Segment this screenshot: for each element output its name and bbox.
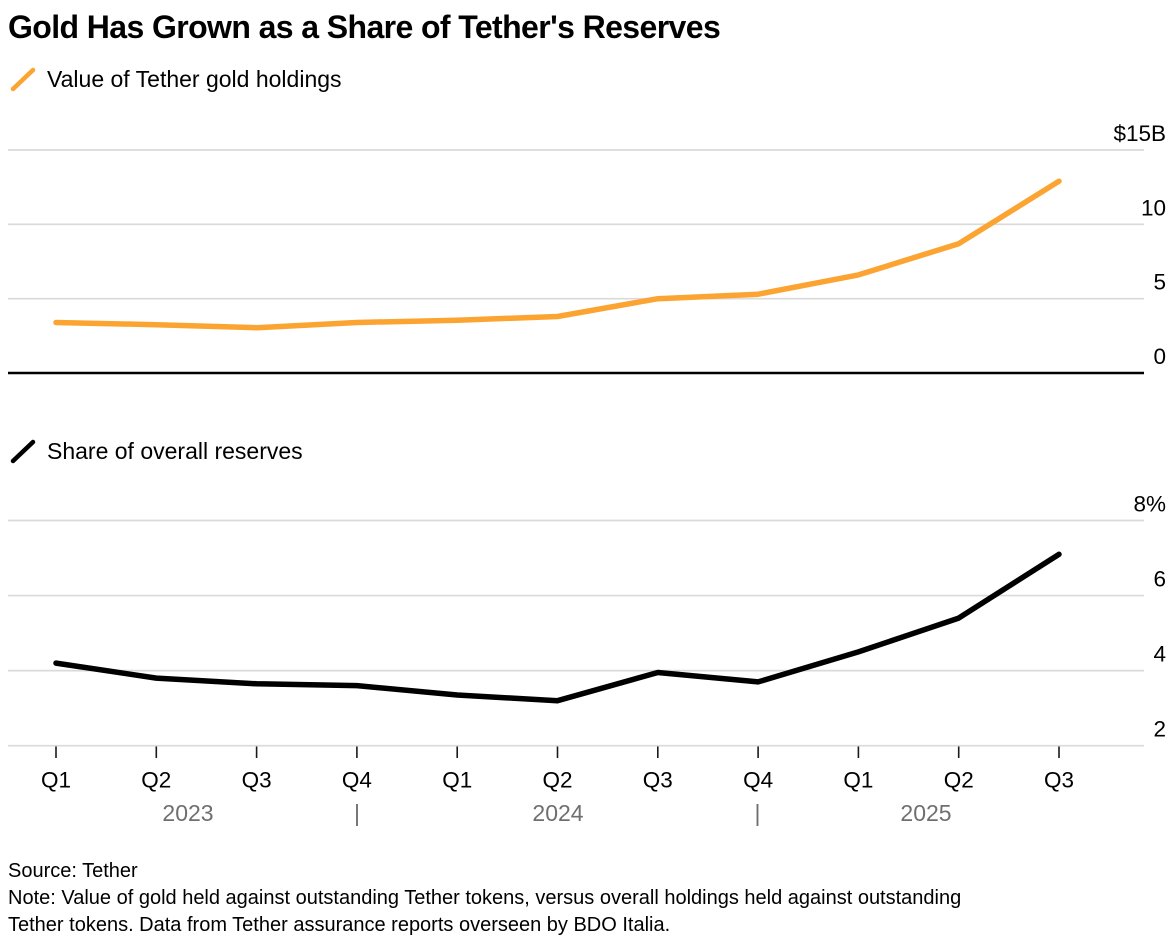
y-tick-label: $15B [1113,121,1166,146]
year-divider: | [755,800,761,826]
y-tick-label: 0 [1153,344,1166,369]
x-tick-label: Q4 [743,768,773,793]
note-line-2: Tether tokens. Data from Tether assuranc… [8,914,671,936]
y-tick-label: 10 [1141,195,1166,220]
source-line: Source: Tether [8,860,138,882]
y-tick-label: 6 [1153,567,1166,592]
year-label: 2023 [162,800,213,826]
share-slash-icon [10,439,36,464]
share-of-reserves-line [53,551,1062,704]
gold-slash-icon [10,67,36,92]
year-label: 2024 [532,800,583,826]
source-note: Source: Tether Note: Value of gold held … [8,858,1168,939]
x-tick-label: Q1 [442,768,472,793]
year-divider: | [354,800,360,826]
x-tick-label: Q4 [342,768,372,793]
y-tick-label: 8% [1133,492,1166,517]
legend-share-reserves: Share of overall reserves [9,436,303,466]
chart-title: Gold Has Grown as a Share of Tether's Re… [8,9,721,45]
note-line-1: Note: Value of gold held against outstan… [8,887,962,909]
gold-holdings-chart: $15B 10 5 0 [8,121,1166,375]
x-tick-label: Q3 [1044,768,1074,793]
legend-gold-label: Value of Tether gold holdings [47,66,342,92]
x-tick-label: Q1 [843,768,873,793]
x-tick-label: Q2 [141,768,171,793]
x-tick-label: Q1 [41,768,71,793]
legend-gold-holdings: Value of Tether gold holdings [9,64,342,94]
x-tick-label: Q2 [944,768,974,793]
year-label: 2025 [900,800,951,826]
y-tick-label: 2 [1153,717,1166,742]
y-tick-label: 5 [1153,270,1166,295]
y-tick-label: 4 [1153,642,1166,667]
x-tick-label: Q3 [643,768,673,793]
x-tick-label: Q2 [542,768,572,793]
legend-share-label: Share of overall reserves [47,438,303,464]
x-tick-label: Q3 [242,768,272,793]
gold-holdings-line [53,178,1062,331]
share-of-reserves-chart: 8% 6 4 2 Q1 Q2 Q3 Q4 Q1 Q2 Q3 Q4 Q1 Q2 Q3 2023 2024 2025 |… [8,492,1166,826]
